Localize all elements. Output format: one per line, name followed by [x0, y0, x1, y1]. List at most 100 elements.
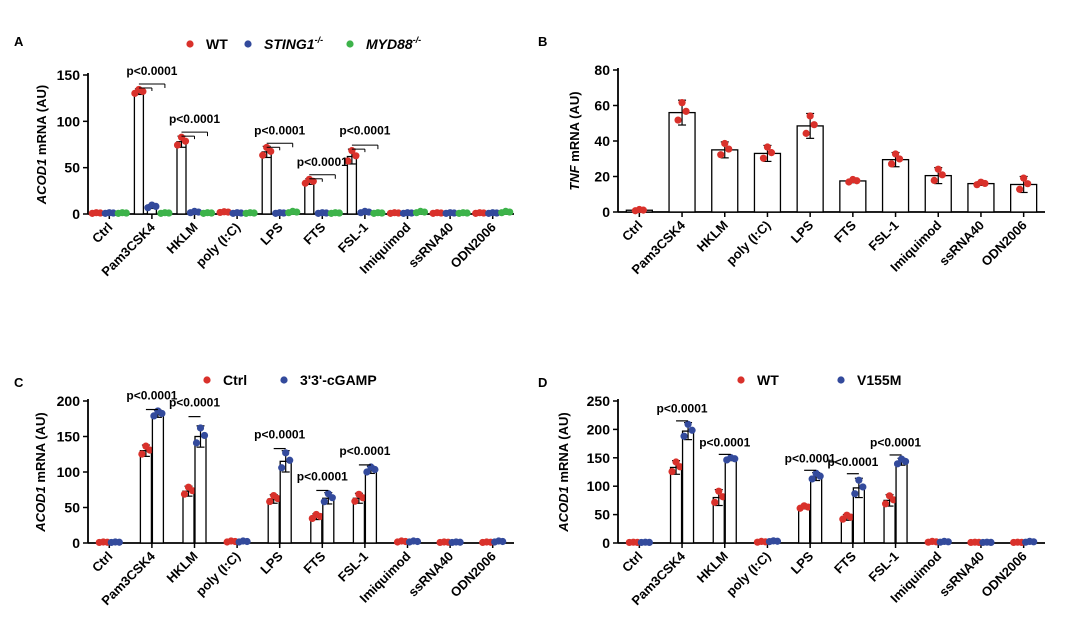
p-value-label: p<0.0001 [297, 155, 348, 169]
y-tick-label: 50 [64, 500, 80, 516]
bar [895, 461, 908, 544]
legend-label: WT [757, 372, 779, 388]
y-axis-label: ACOD1 mRNA (AU) [33, 412, 48, 532]
bar [194, 435, 207, 544]
x-tick-label: FTS [831, 217, 859, 245]
data-point [859, 483, 867, 491]
data-point [816, 472, 824, 480]
y-tick-label: 250 [587, 393, 611, 409]
x-tick-label: LPS [257, 219, 286, 248]
data-point [243, 537, 251, 546]
x-tick-label: Ctrl [89, 220, 115, 246]
data-point [506, 208, 514, 216]
y-tick-label: 0 [602, 535, 610, 551]
data-point [196, 424, 205, 432]
data-point [463, 209, 471, 217]
p-value-label: p<0.0001 [870, 435, 921, 449]
legend-marker [280, 376, 288, 384]
data-point [180, 490, 189, 498]
y-tick-label: 20 [594, 169, 610, 185]
data-point [645, 538, 653, 547]
y-axis-unit: mRNA (AU) [567, 91, 582, 165]
y-tick-label: 200 [57, 393, 81, 409]
y-tick-label: 100 [57, 113, 81, 129]
x-tick-label: Ctrl [619, 218, 645, 244]
data-point [767, 149, 776, 157]
data-point [711, 498, 719, 506]
data-point [499, 537, 507, 546]
data-point [352, 152, 360, 160]
data-point [158, 409, 166, 418]
y-tick-label: 60 [594, 98, 610, 114]
bar [810, 475, 823, 544]
legend-label: MYD88-/- [366, 35, 421, 52]
data-point [715, 487, 723, 495]
y-tick-label: 0 [72, 206, 80, 222]
data-point [320, 498, 328, 506]
x-tick-label: ODN2006 [447, 549, 498, 600]
data-point [192, 439, 201, 447]
x-tick-label: poly (I:C) [193, 549, 243, 599]
data-point [138, 450, 146, 458]
x-tick-label: HKLM [694, 549, 731, 586]
data-point [893, 460, 902, 468]
data-point [328, 494, 336, 502]
bar [668, 111, 696, 213]
x-tick-label: LPS [788, 217, 817, 246]
x-tick-label: FTS [300, 548, 328, 576]
data-point [344, 157, 352, 165]
legend-label: Ctrl [223, 372, 247, 388]
data-point [889, 496, 898, 504]
data-point [981, 179, 989, 188]
data-point [266, 497, 274, 506]
x-tick-label: FSL-1 [335, 220, 371, 256]
bar [352, 497, 366, 544]
legend-superscript: -/- [413, 35, 422, 45]
data-point [930, 176, 938, 185]
data-point [731, 455, 739, 463]
data-point [359, 494, 367, 502]
data-point [259, 151, 267, 159]
y-axis-gene: TNF [567, 164, 582, 190]
data-point [759, 154, 768, 162]
data-point [207, 209, 216, 217]
data-point [851, 490, 859, 498]
bar [267, 498, 280, 544]
bar [711, 149, 739, 213]
y-tick-label: 50 [594, 507, 610, 523]
legend-marker [737, 376, 745, 384]
x-tick-label: ODN2006 [978, 218, 1029, 269]
data-point [891, 150, 900, 158]
data-point [895, 155, 904, 163]
bar [261, 151, 272, 215]
p-value-label: p<0.0001 [827, 455, 878, 469]
x-tick-label: FTS [300, 219, 328, 247]
bar [881, 158, 910, 213]
data-point [688, 426, 696, 434]
data-point [944, 538, 952, 546]
data-point [351, 497, 359, 505]
y-axis-unit: mRNA (AU) [33, 412, 48, 486]
y-tick-label: 150 [57, 429, 81, 445]
bar [139, 450, 153, 544]
y-tick-label: 100 [57, 464, 81, 480]
panel-letter: A [14, 34, 24, 49]
y-tick-label: 150 [587, 450, 611, 466]
x-tick-label: FTS [831, 548, 859, 576]
x-tick-label: LPS [257, 548, 286, 577]
data-point [802, 129, 810, 137]
p-value-label: p<0.0001 [657, 401, 708, 415]
data-point [420, 208, 429, 216]
data-point [721, 139, 729, 148]
p-value-label: p<0.0001 [169, 112, 220, 126]
bar [176, 141, 187, 215]
y-tick-label: 150 [57, 67, 81, 83]
data-point [639, 206, 647, 214]
x-tick-label: poly (I:C) [723, 218, 773, 268]
bar [364, 469, 378, 544]
data-point [173, 141, 182, 149]
bar [839, 180, 867, 213]
x-tick-label: HKLM [163, 220, 200, 257]
p-value-label: p<0.0001 [699, 435, 750, 449]
